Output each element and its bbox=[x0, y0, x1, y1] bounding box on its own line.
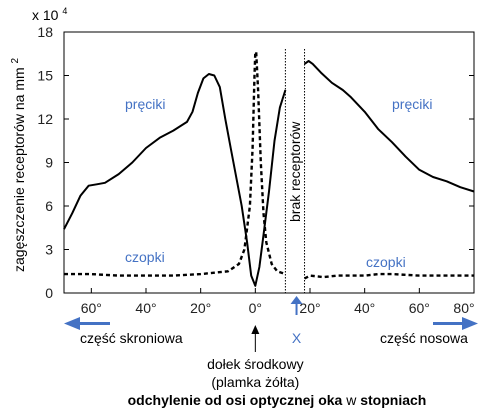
x-tick-label: 40° bbox=[354, 300, 375, 316]
y-tick-label: 9 bbox=[45, 155, 53, 171]
temporal-arrow-head bbox=[64, 317, 80, 330]
fovea-label-line1: dołek środkowy bbox=[207, 356, 304, 372]
rods-series-line bbox=[63, 73, 287, 287]
blind-spot-marker: X bbox=[292, 330, 302, 346]
temporal-label: część skroniowa bbox=[80, 330, 183, 346]
y-tick-label: 15 bbox=[37, 68, 53, 84]
x-tick-label: 80° bbox=[453, 300, 474, 316]
cones-series-line bbox=[255, 52, 286, 276]
fovea-arrow-head bbox=[251, 325, 260, 334]
y-axis-ticks: 0 3 6 9 12 15 18 bbox=[37, 24, 474, 301]
x-tick-label: 20° bbox=[299, 300, 320, 316]
cones-series-line bbox=[303, 272, 474, 280]
nasal-label: część nosowa bbox=[380, 330, 468, 346]
y-tick-label: 3 bbox=[45, 242, 53, 258]
rods-label-left: pręciki bbox=[125, 96, 165, 112]
temporal-arrow-shaft bbox=[78, 322, 110, 325]
blind-spot-label: brak receptorów bbox=[287, 121, 303, 222]
y-tick-label: 18 bbox=[37, 24, 53, 40]
y-tick-label: 6 bbox=[45, 198, 53, 214]
rods-label-right: pręciki bbox=[392, 96, 432, 112]
x-tick-label: 60° bbox=[81, 300, 102, 316]
x-tick-label: 40° bbox=[135, 300, 156, 316]
y-multiplier-base: x 10 bbox=[32, 7, 59, 23]
x-axis-label-part-3: stopniach bbox=[360, 392, 426, 408]
rods-series-line bbox=[303, 60, 475, 193]
x-tick-label: 60° bbox=[409, 300, 430, 316]
series-layer bbox=[63, 52, 475, 287]
fovea-label-line2: (plamka żółta) bbox=[211, 374, 299, 390]
nasal-arrow bbox=[433, 317, 478, 330]
y-axis-label-text: zagęszczenie receptorów na mm bbox=[11, 67, 27, 272]
y-multiplier: x 10 4 bbox=[32, 6, 67, 23]
cones-series-line bbox=[64, 52, 257, 277]
x-tick-label: 20° bbox=[190, 300, 211, 316]
cones-label-left: czopki bbox=[125, 249, 165, 265]
y-multiplier-exp: 4 bbox=[62, 6, 67, 16]
blind-spot-zone: brak receptorów bbox=[284, 49, 306, 293]
blind-spot-arrow-head bbox=[290, 296, 303, 304]
y-axis-label-sup: 2 bbox=[10, 57, 21, 63]
nasal-arrow-head bbox=[462, 317, 478, 330]
x-axis-ticks: 60° 40° 20° 0° 20° 40° 60° 80° bbox=[81, 288, 475, 316]
x-axis-label: odchylenie od osi optycznej oka w stopni… bbox=[128, 392, 427, 408]
y-tick-label: 12 bbox=[37, 111, 53, 127]
x-axis-label-part-2: w bbox=[342, 392, 360, 408]
x-axis-label-part-1: odchylenie od osi optycznej oka bbox=[128, 392, 343, 408]
x-tick-label: 0° bbox=[249, 300, 262, 316]
cones-label-right: czopki bbox=[366, 254, 406, 270]
y-axis-label: zagęszczenie receptorów na mm 2 bbox=[10, 57, 27, 272]
temporal-arrow bbox=[64, 317, 110, 330]
y-tick-label: 0 bbox=[45, 285, 53, 301]
nasal-arrow-shaft bbox=[433, 322, 465, 325]
